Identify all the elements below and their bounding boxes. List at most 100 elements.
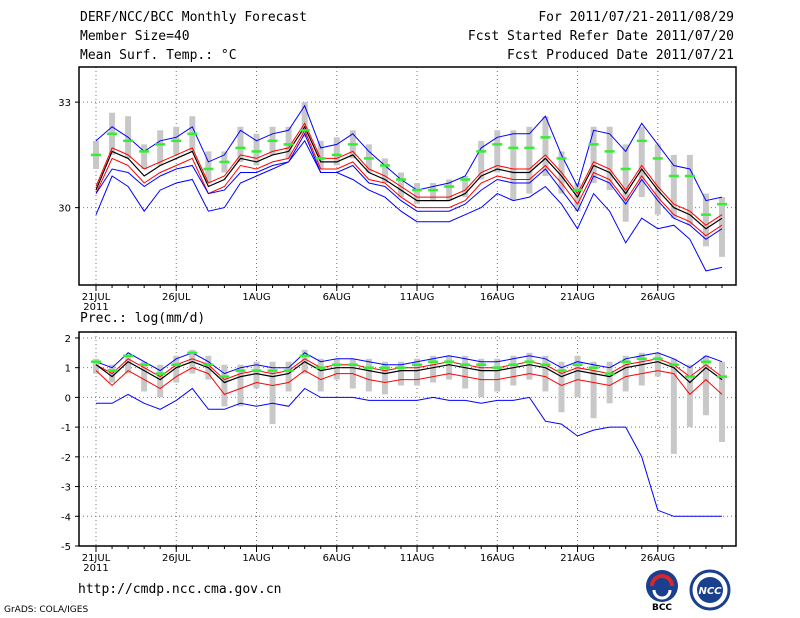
logos: BCC NCC [646, 569, 731, 612]
spread-box [542, 116, 549, 176]
year-label: 2011 [83, 563, 108, 574]
spread-box [654, 352, 661, 377]
spread-box [670, 358, 677, 454]
spread-box [719, 361, 725, 442]
spread-box [494, 130, 501, 173]
spread-box [285, 126, 292, 159]
x-tick-label: 1AUG [242, 292, 270, 303]
spread-box [702, 193, 709, 247]
spread-box [606, 361, 613, 404]
spread-box [510, 355, 517, 386]
series-min [96, 387, 722, 517]
spread-box [478, 358, 485, 398]
x-tick-label: 21AUG [560, 292, 595, 303]
spread-box [542, 355, 549, 392]
plot-frame [78, 66, 737, 286]
spread-box [526, 126, 533, 194]
series-max [95, 352, 723, 375]
spread-box [141, 361, 148, 392]
y-tick-label: 0 [65, 393, 71, 404]
year-label: 2011 [83, 302, 108, 313]
spread-box [622, 355, 629, 392]
x-tick-label: 11AUG [400, 553, 435, 564]
spread-box [365, 358, 372, 392]
ncc-logo-icon: NCC [689, 569, 731, 611]
spread-box [478, 140, 485, 180]
x-tick-label: 21JUL [82, 292, 111, 303]
spread-box [430, 355, 437, 383]
spread-box [173, 355, 180, 383]
spread-box [638, 352, 645, 386]
spread-box [670, 154, 677, 219]
x-tick-label: 26AUG [640, 292, 675, 303]
spread-box [654, 144, 661, 215]
y-tick-label: -5 [61, 542, 71, 553]
spread-box [397, 361, 404, 386]
x-tick-label: 16AUG [480, 553, 515, 564]
spread-box [446, 355, 453, 380]
spread-box [253, 361, 260, 389]
spread-box [494, 358, 501, 392]
spread-box [125, 355, 132, 374]
spread-box [686, 364, 693, 428]
chart-title: DERF/NCC/BCC Monthly Forecast [80, 10, 307, 25]
spread-box [414, 183, 421, 205]
series-ens-mean [95, 125, 723, 230]
series-min [95, 132, 723, 240]
spread-box [414, 358, 421, 386]
spread-box [622, 144, 629, 222]
spread-box [430, 183, 437, 201]
grads-credit: GrADS: COLA/IGES [4, 605, 89, 615]
x-tick-label: 1AUG [242, 553, 270, 564]
series-ens-lower [95, 129, 723, 237]
spread-box [397, 172, 404, 198]
spread-box [446, 179, 453, 201]
forecast-period: For 2011/07/21-2011/08/29 [538, 10, 734, 25]
spread-box [269, 361, 276, 425]
spread-box [590, 361, 597, 419]
x-tick-label: 26JUL [162, 292, 191, 303]
spread-box [381, 158, 388, 184]
y-tick-label: 1 [65, 364, 71, 375]
spread-box [205, 151, 212, 184]
spread-box [157, 364, 164, 398]
series-max [95, 139, 723, 272]
x-tick-label: 26JUL [162, 553, 191, 564]
ncc-logo-text: NCC [698, 586, 722, 597]
bcc-logo-icon: BCC [646, 570, 678, 612]
spread-box [686, 154, 693, 226]
spread-box [590, 126, 597, 184]
footer-url[interactable]: http://cmdp.ncc.cma.gov.cn [78, 582, 282, 597]
spread-box [462, 355, 469, 389]
fcst-started-date: Fcst Started Refer Date 2011/07/20 [467, 29, 734, 44]
spread-box [285, 361, 292, 392]
spread-box [462, 176, 469, 198]
series-top [95, 104, 723, 202]
spread-box [317, 358, 324, 392]
spread-box [526, 352, 533, 380]
y-tick-label: -2 [61, 453, 71, 464]
temp-variable-label: Mean Surf. Temp.: °C [80, 48, 237, 63]
prec-variable-label: Prec.: log(mm/d) [80, 311, 205, 326]
spread-box [638, 126, 645, 198]
x-tick-label: 21AUG [560, 553, 595, 564]
spread-box [333, 358, 340, 380]
y-tick-label: 30 [58, 204, 71, 215]
temperature-panel: 30 33 21JUL 26JUL 1AUG 6AUG 11AUG 16AUG 21AUG 26A… [58, 66, 737, 313]
spread-box [558, 361, 565, 413]
spread-box [237, 364, 244, 407]
y-tick-label: -4 [61, 512, 71, 523]
y-tick-label: 2 [65, 334, 71, 345]
spread-box [381, 361, 388, 395]
spread-box [141, 144, 148, 169]
spread-box [157, 130, 164, 166]
x-tick-label: 6AUG [323, 292, 351, 303]
y-tick-label: 33 [58, 98, 71, 109]
spread-box [301, 102, 308, 138]
spread-box [253, 133, 260, 166]
spread-box [237, 126, 244, 162]
spread-box [510, 130, 517, 201]
x-tick-label: 26AUG [640, 553, 675, 564]
y-tick-label: -1 [61, 423, 71, 434]
